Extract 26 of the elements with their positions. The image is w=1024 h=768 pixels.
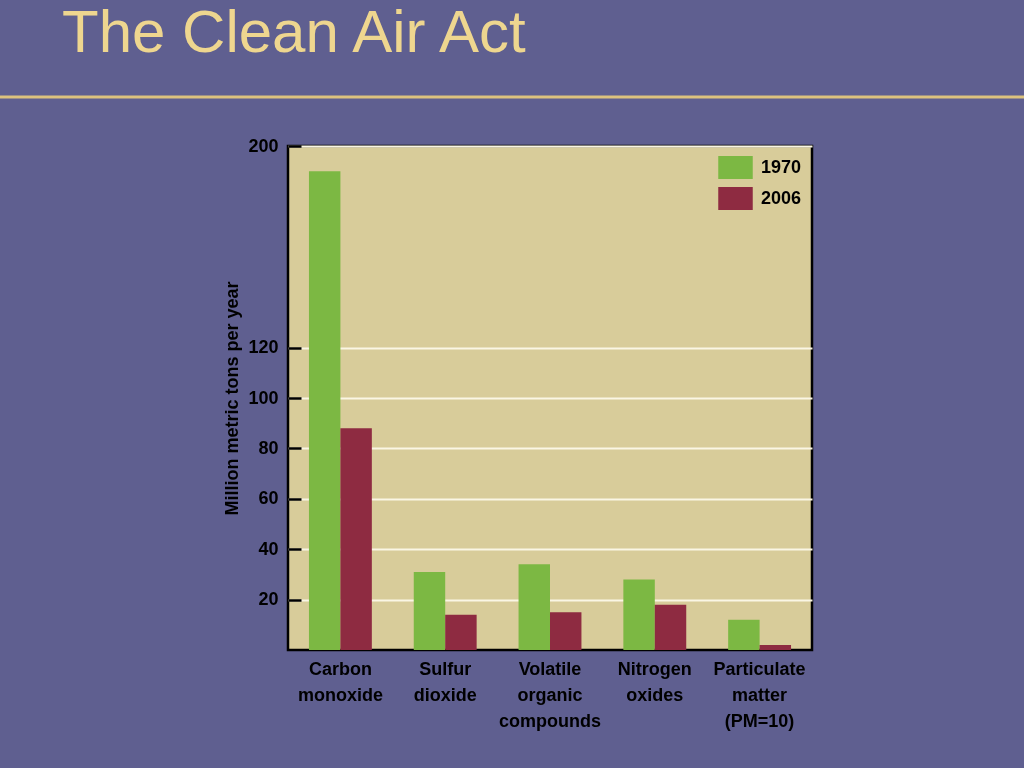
y-tick-label: 20 [258,589,279,610]
x-tick-label: Sulfur dioxide [413,658,477,705]
bar [623,579,655,650]
legend-label: 2006 [761,187,802,208]
y-tick-label: 60 [258,488,279,509]
legend-label: 1970 [761,156,802,177]
y-tick-label: 200 [248,135,279,156]
y-tick-label: 120 [248,337,279,358]
y-tick-label: 100 [248,387,279,408]
bar [340,428,372,650]
bar [445,614,477,650]
y-tick-label: 80 [258,437,279,458]
bar [518,564,550,650]
x-tick-label: Nitrogen oxides [617,658,692,705]
bar [308,171,341,650]
bar [759,644,792,650]
chart-title: The Clean Air Act [62,0,526,65]
y-axis-title: Million metric tons per year [222,281,243,516]
y-tick-label: 40 [258,538,279,559]
bar [550,612,582,650]
x-tick-label: Volatile organic compounds [499,658,601,731]
bar [413,571,446,650]
bar [654,604,687,650]
x-tick-label: Particulate matter (PM=10) [713,658,806,731]
bar [728,619,760,650]
x-tick-label: Carbon monoxide [297,658,383,705]
